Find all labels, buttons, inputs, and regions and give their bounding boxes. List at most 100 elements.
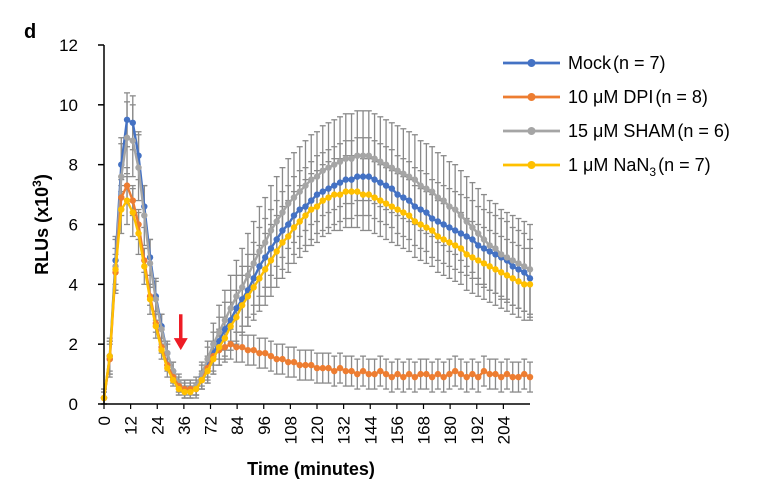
data-point (325, 194, 332, 201)
data-point (141, 212, 148, 219)
arrow-head (173, 338, 188, 351)
data-point (365, 173, 373, 180)
legend-item: 10 μM DPI (n = 8) (503, 87, 708, 107)
data-point (526, 373, 534, 381)
data-point (509, 263, 516, 270)
data-point (440, 373, 447, 381)
data-point (498, 251, 505, 258)
data-point (146, 260, 154, 267)
data-point (227, 323, 234, 330)
y-tick-label: 12 (59, 36, 78, 55)
data-point (492, 370, 499, 378)
data-point (308, 206, 315, 213)
data-point (129, 119, 136, 126)
data-point (296, 361, 303, 369)
data-point (526, 275, 534, 282)
data-point (204, 367, 211, 375)
data-point (498, 269, 505, 276)
data-point (451, 206, 459, 213)
data-point (423, 209, 430, 216)
data-point (486, 370, 493, 378)
data-point (215, 343, 223, 351)
data-point (509, 275, 516, 282)
data-point (354, 188, 361, 195)
legend-item: 15 μM SHAM (n = 6) (503, 121, 730, 141)
data-point (308, 176, 315, 183)
y-axis-title: RLUs (x103) (30, 174, 52, 275)
data-point (480, 367, 488, 375)
y-tick-label: 4 (69, 275, 78, 294)
legend-name: Mock (568, 53, 612, 73)
x-tick-labels: 0 12 24 36 72 84 96 108 120 132 144 156 168 180 192 204 (95, 404, 513, 444)
data-point (382, 182, 390, 189)
data-point (319, 188, 326, 195)
data-point (377, 197, 384, 204)
data-point (331, 367, 338, 375)
data-point (308, 197, 315, 204)
data-point (118, 206, 125, 213)
data-point (146, 296, 154, 303)
data-point (141, 263, 148, 270)
legend-name-sub: 3 (649, 165, 656, 179)
data-point (463, 233, 470, 240)
x-axis-title: Time (minutes) (247, 459, 375, 479)
data-point (279, 209, 286, 216)
data-point (135, 164, 142, 171)
data-point (474, 257, 482, 264)
data-point (440, 197, 447, 204)
data-point (463, 251, 470, 258)
data-point (359, 367, 367, 375)
data-point (210, 340, 217, 348)
data-point (446, 224, 453, 231)
data-point (446, 239, 453, 246)
y-tick-labels: 0 2 4 6 8 10 12 (59, 36, 104, 414)
data-point (474, 373, 482, 381)
data-point (273, 236, 280, 243)
data-point (325, 164, 332, 171)
legend-label: 15 μM SHAM (n = 6) (568, 121, 730, 141)
data-point (244, 293, 252, 300)
data-point (394, 191, 401, 198)
legend-name: 10 μM DPI (568, 87, 653, 107)
data-point (336, 191, 344, 198)
data-point (221, 326, 229, 333)
data-point (509, 257, 516, 264)
data-point (354, 370, 361, 378)
data-point (313, 173, 321, 180)
legend-swatch-marker (527, 127, 536, 135)
data-point (371, 176, 378, 183)
data-point (521, 269, 528, 276)
data-point (526, 281, 534, 288)
data-point (313, 364, 321, 372)
data-point (515, 260, 522, 267)
data-point (440, 221, 447, 228)
data-point (521, 281, 528, 288)
legend-label: Mock (n = 7) (568, 53, 666, 73)
data-point (526, 266, 534, 273)
data-point (169, 376, 177, 384)
data-point (434, 370, 442, 378)
data-point (336, 364, 344, 372)
data-point (474, 242, 482, 249)
data-point (250, 284, 257, 291)
data-point (492, 251, 499, 258)
x-tick-label: 180 (441, 416, 460, 444)
legend-n: (n = 7) (658, 155, 711, 175)
data-point (405, 370, 413, 378)
data-point (515, 278, 522, 285)
data-point (480, 245, 488, 252)
data-point (325, 185, 332, 192)
y-tick-label: 6 (69, 216, 78, 235)
data-point (469, 236, 476, 243)
data-point (279, 355, 286, 363)
data-point (388, 373, 396, 381)
data-point (342, 155, 349, 162)
data-point (417, 206, 424, 213)
y-tick-label: 8 (69, 156, 78, 175)
data-point (348, 188, 355, 195)
data-point (221, 334, 229, 342)
data-point (256, 248, 263, 255)
data-point (187, 388, 194, 396)
data-point (238, 343, 246, 351)
